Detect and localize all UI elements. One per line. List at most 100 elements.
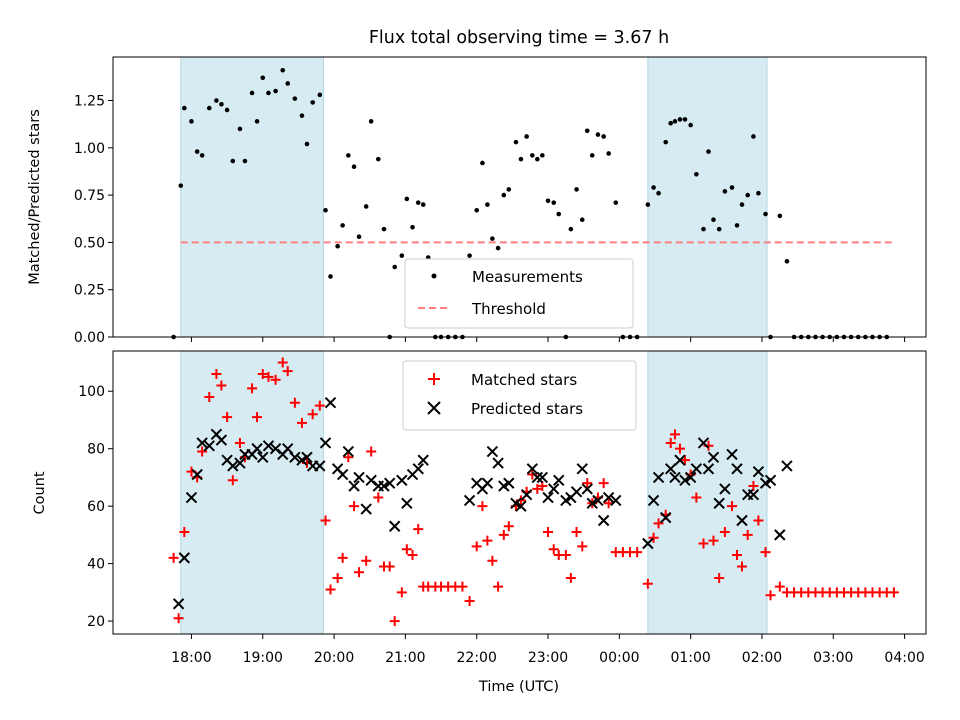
- bottom-y-tick-label: 60: [87, 499, 105, 515]
- matched-star-point: [216, 380, 227, 391]
- measurement-point: [224, 107, 230, 113]
- predicted-star-point: [227, 460, 239, 472]
- top-y-axis: 0.00 0.25 0.50 0.75 1.00 1.25: [74, 94, 113, 346]
- bottom-y-axis: 20 40 60 80 100: [78, 384, 113, 630]
- measurement-point: [656, 190, 661, 196]
- matched-star-point: [211, 368, 222, 379]
- measurement-point: [568, 226, 574, 232]
- predicted-star-point: [774, 529, 786, 541]
- measurement-point: [682, 117, 688, 122]
- matched-star-point: [314, 400, 325, 411]
- measurement-point: [524, 134, 529, 139]
- bottom-highlight-layer: [180, 350, 768, 635]
- measurement-point: [545, 198, 551, 204]
- measurement-point: [415, 200, 421, 205]
- top-x-ticks: [190, 337, 906, 342]
- predicted-star-point: [652, 471, 665, 484]
- measurement-point: [530, 153, 535, 158]
- predicted-star-point: [664, 463, 677, 475]
- measurement-point: [346, 153, 351, 158]
- measurement-point: [266, 90, 271, 96]
- matched-star-point: [737, 561, 748, 572]
- bottom-legend: Matched stars Predicted stars: [402, 360, 637, 431]
- predicted-star-point: [396, 474, 408, 486]
- matched-star-point: [765, 590, 776, 601]
- bottom-y-label: Count: [32, 471, 48, 514]
- predicted-star-point: [262, 440, 275, 452]
- predicted-star-point: [542, 491, 554, 504]
- measurement-point: [310, 100, 315, 105]
- measurement-point: [375, 156, 381, 162]
- matched-star-point: [296, 417, 307, 428]
- measurement-point: [506, 187, 512, 192]
- x-tick-label: 19:00: [243, 650, 283, 666]
- measurement-point: [518, 156, 524, 162]
- matched-star-point: [457, 581, 468, 592]
- measurement-point: [299, 113, 305, 118]
- predicted-star-point: [679, 474, 691, 486]
- x-tick-label: 18:00: [171, 650, 211, 666]
- predicted-star-point: [576, 463, 588, 475]
- matched-star-point: [708, 535, 719, 546]
- predicted-star-point: [388, 520, 401, 532]
- measurement-point: [485, 202, 490, 207]
- x-tick-label: 04:00: [884, 650, 924, 666]
- matched-star-point: [366, 446, 377, 457]
- predicted-star-point: [610, 494, 622, 507]
- predicted-star-point: [486, 445, 499, 458]
- matched-star-point: [320, 515, 331, 526]
- predicted-star-point: [503, 477, 515, 489]
- top-y-tick-label: 1.25: [74, 94, 105, 110]
- measurement-point: [694, 171, 699, 177]
- measurement-point: [601, 134, 606, 139]
- predicted-star-point: [481, 477, 494, 489]
- matched-star-point: [413, 524, 424, 535]
- predicted-star-point: [647, 494, 660, 507]
- measurement-point: [260, 75, 266, 81]
- measurement-point: [242, 158, 248, 164]
- top-panel: 0.00 0.25 0.50 0.75 1.00 1.25 Matched/Predict…: [27, 56, 927, 346]
- matched-star-point: [760, 547, 771, 558]
- matched-star-point: [332, 572, 343, 583]
- predicted-star-point: [348, 480, 360, 492]
- x-tick-label: 22:00: [457, 650, 497, 666]
- measurement-point: [230, 158, 236, 164]
- matched-star-point: [252, 412, 263, 423]
- matched-star-point: [653, 518, 664, 529]
- bottom-legend-box: [402, 360, 637, 431]
- predicted-star-point: [289, 451, 301, 464]
- bottom-y-tick-label: 20: [87, 614, 105, 630]
- matched-star-point: [665, 437, 676, 448]
- measurement-point: [651, 185, 656, 190]
- matched-star-point: [732, 549, 743, 560]
- bottom-panel: 20 40 60 80 100 18:00 19:00 20:00 21:00 22:00 23:…: [32, 350, 927, 695]
- matched-star-point: [748, 481, 759, 492]
- measurement-point: [551, 200, 557, 205]
- matched-star-point: [289, 397, 300, 408]
- top-highlight-layer: [180, 56, 768, 338]
- matched-star-point: [197, 446, 208, 457]
- predicted-star-point: [251, 442, 263, 455]
- matched-star-point: [227, 475, 238, 486]
- measurement-point: [404, 196, 410, 202]
- predicted-star-point: [719, 483, 731, 495]
- top-y-tick-label: 0.00: [74, 330, 105, 346]
- matched-star-point: [582, 478, 593, 489]
- predicted-star-point: [669, 471, 681, 484]
- predicted-star-point: [319, 437, 332, 449]
- predicted-star-point: [314, 460, 326, 472]
- predicted-star-point: [713, 497, 725, 509]
- matched-star-point: [179, 527, 190, 538]
- measurement-point: [589, 153, 595, 158]
- matched-star-point: [753, 515, 764, 526]
- predicted-star-point: [191, 468, 203, 481]
- top-y-tick-label: 1.00: [74, 141, 105, 157]
- matched-star-point: [343, 452, 354, 463]
- measurement-point: [706, 149, 711, 154]
- matched-star-point: [401, 544, 412, 555]
- measurement-point: [219, 101, 224, 107]
- matched-star-point: [263, 371, 274, 382]
- measurement-point: [745, 192, 751, 198]
- matched-star-point: [234, 437, 245, 448]
